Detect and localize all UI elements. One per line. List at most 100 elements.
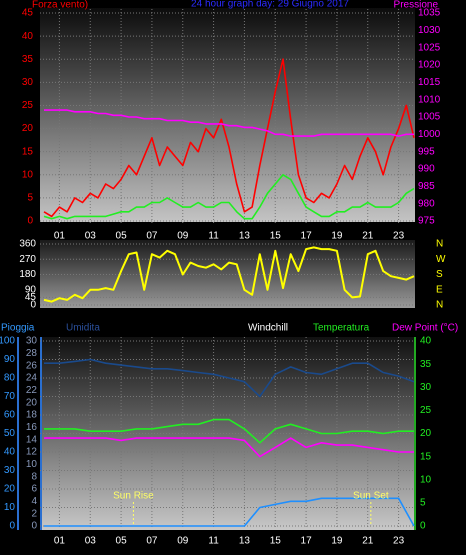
y2-tick-label: 990 bbox=[418, 164, 435, 175]
series-line bbox=[43, 174, 415, 220]
y2-tick-label: 1035 bbox=[418, 8, 441, 19]
series-line bbox=[44, 418, 414, 444]
y2-tick-label: 0 bbox=[420, 521, 426, 532]
y3-tick-label: 28 bbox=[26, 348, 38, 359]
y3-tick-label: 8 bbox=[31, 471, 37, 482]
x-tick-label: 13 bbox=[239, 536, 251, 547]
chart-title: 24 hour graph day: 29 Giugno 2017 bbox=[191, 0, 349, 10]
x-tick-label: 09 bbox=[177, 536, 189, 547]
y2-tick-label: 1025 bbox=[418, 42, 441, 53]
y2-tick-label: 15 bbox=[420, 451, 432, 462]
x-tick-label: 11 bbox=[208, 231, 219, 242]
y-tick-label: 0 bbox=[9, 521, 15, 532]
y2-tick-label: 1010 bbox=[418, 94, 441, 105]
x-tick-label: 05 bbox=[116, 536, 128, 547]
y2-tick-label: 995 bbox=[418, 146, 435, 157]
y-tick-label: 270 bbox=[19, 254, 36, 265]
x-tick-label: 21 bbox=[362, 536, 374, 547]
series-line bbox=[44, 437, 414, 458]
y2-tick-label: 985 bbox=[418, 181, 435, 192]
x-tick-label: 07 bbox=[146, 536, 158, 547]
y2-tick-label: S bbox=[436, 269, 443, 280]
y3-axis-title: Umidita bbox=[66, 323, 100, 334]
annotation: Sun Set bbox=[353, 491, 389, 502]
y-tick-label: 60 bbox=[4, 410, 16, 421]
x-tick-label: 07 bbox=[146, 231, 158, 242]
y3-tick-label: 16 bbox=[26, 422, 38, 433]
y-tick-label: 100 bbox=[0, 336, 15, 347]
y-tick-label: 30 bbox=[22, 77, 34, 88]
x-tick-label: 13 bbox=[239, 231, 251, 242]
x-tick-label: 15 bbox=[270, 536, 282, 547]
y3-tick-label: 20 bbox=[26, 397, 38, 408]
y-tick-label: 360 bbox=[19, 239, 36, 250]
series-line bbox=[43, 58, 415, 218]
x-tick-label: 21 bbox=[362, 231, 374, 242]
x-tick-label: 17 bbox=[301, 536, 313, 547]
x-tick-label: 17 bbox=[301, 231, 313, 242]
y3-tick-label: 14 bbox=[26, 434, 38, 445]
y2-tick-label: 20 bbox=[420, 428, 432, 439]
y-tick-label: 90 bbox=[4, 354, 16, 365]
x-tick-label: 11 bbox=[208, 536, 219, 547]
y3-tick-label: 18 bbox=[26, 410, 38, 421]
y2-tick-label: 1000 bbox=[418, 129, 441, 140]
y-tick-label: 30 bbox=[4, 465, 16, 476]
y-tick-label: 10 bbox=[22, 169, 34, 180]
y-tick-label: 20 bbox=[22, 123, 34, 134]
legend-label: Dew Point (°C) bbox=[392, 323, 458, 334]
y-tick-label: 40 bbox=[22, 31, 34, 42]
y3-tick-label: 4 bbox=[31, 496, 37, 507]
y2-tick-label: 980 bbox=[418, 198, 435, 209]
y3-tick-label: 30 bbox=[26, 336, 38, 347]
y3-tick-label: 24 bbox=[26, 373, 38, 384]
x-tick-label: 05 bbox=[116, 231, 128, 242]
legend-label: Temperatura bbox=[313, 323, 370, 334]
y-tick-label: 20 bbox=[4, 484, 16, 495]
legend-label: Windchill bbox=[248, 323, 288, 334]
y2-tick-label: 1005 bbox=[418, 112, 441, 123]
x-tick-label: 03 bbox=[85, 231, 97, 242]
panel-wind bbox=[40, 8, 415, 222]
y3-tick-label: 12 bbox=[26, 447, 38, 458]
y-tick-label: 180 bbox=[19, 269, 36, 280]
y3-tick-label: 10 bbox=[26, 459, 38, 470]
y3-tick-label: 26 bbox=[26, 360, 38, 371]
y-tick-label: 25 bbox=[22, 100, 34, 111]
y-tick-label: 0 bbox=[30, 300, 36, 311]
x-tick-label: 09 bbox=[177, 231, 189, 242]
annotation: Sun Rise bbox=[113, 491, 154, 502]
x-tick-label: 01 bbox=[54, 231, 66, 242]
y2-tick-label: 30 bbox=[420, 382, 432, 393]
y2-tick-label: 25 bbox=[420, 405, 432, 416]
y3-tick-label: 22 bbox=[26, 385, 38, 396]
y3-tick-label: 2 bbox=[31, 508, 37, 519]
y2-tick-label: N bbox=[436, 300, 443, 311]
series-line bbox=[44, 358, 415, 398]
y-tick-label: 45 bbox=[25, 292, 37, 303]
y2-tick-label: 10 bbox=[420, 474, 432, 485]
y-tick-label: 15 bbox=[22, 146, 34, 157]
series-line bbox=[44, 109, 414, 137]
y-tick-label: 0 bbox=[27, 216, 33, 227]
y2-tick-label: W bbox=[436, 254, 446, 265]
y-axis-title: Forza vento) bbox=[32, 0, 88, 11]
y-tick-label: 45 bbox=[22, 8, 34, 19]
y2-axis-title: Pressione bbox=[394, 0, 439, 11]
y3-tick-label: 6 bbox=[31, 484, 37, 495]
x-tick-label: 23 bbox=[393, 536, 405, 547]
x-tick-label: 23 bbox=[393, 231, 405, 242]
y-tick-label: 90 bbox=[25, 284, 37, 295]
y-tick-label: 80 bbox=[4, 373, 16, 384]
y-tick-label: 10 bbox=[4, 502, 16, 513]
x-tick-label: 01 bbox=[54, 536, 66, 547]
y2-tick-label: 40 bbox=[420, 336, 432, 347]
x-tick-label: 15 bbox=[270, 231, 282, 242]
y-tick-label: 35 bbox=[22, 54, 34, 65]
x-tick-label: 19 bbox=[331, 231, 343, 242]
y-tick-label: 40 bbox=[4, 447, 16, 458]
y2-tick-label: 5 bbox=[420, 498, 426, 509]
y2-tick-label: 35 bbox=[420, 359, 432, 370]
